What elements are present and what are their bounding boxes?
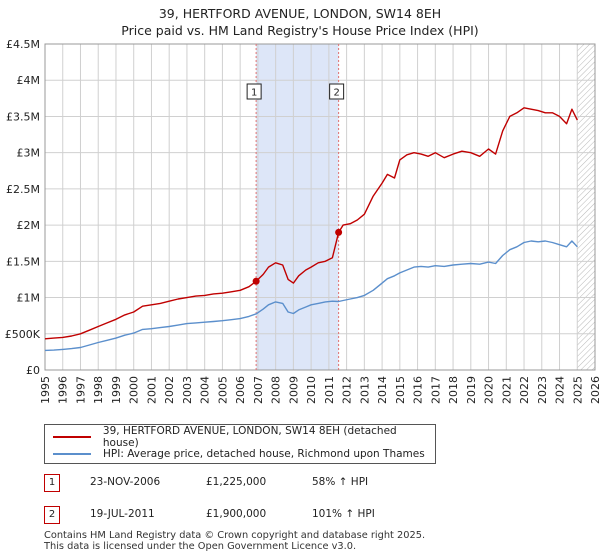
x-tick-label: 2025 — [571, 376, 584, 404]
legend-item-property: 39, HERTFORD AVENUE, LONDON, SW14 8EH (d… — [53, 425, 435, 449]
sale-price: £1,225,000 — [206, 476, 267, 488]
chart-title-line1: 39, HERTFORD AVENUE, LONDON, SW14 8EH — [158, 6, 442, 21]
hpi-line — [44, 240, 578, 352]
price-chart: £0 £500K £1M £1.5M £2M £2.5M £3M £3.5M £4M £4.5M 1… — [5, 38, 600, 404]
x-tick-label: 2021 — [500, 376, 513, 404]
forecast-hatched-region — [577, 44, 595, 370]
sale-hpi-change: 58% ↑ HPI — [312, 476, 369, 488]
y-tick-label: £0 — [26, 364, 40, 377]
x-tick-label: 2023 — [536, 376, 549, 404]
x-tick-label: 2004 — [199, 376, 212, 404]
legend-swatch-property — [53, 436, 91, 438]
legend: 39, HERTFORD AVENUE, LONDON, SW14 8EH (d… — [44, 424, 436, 464]
x-tick-label: 1996 — [57, 376, 70, 404]
y-tick-label: £2M — [17, 219, 41, 232]
x-tick-label: 2020 — [483, 376, 496, 404]
sale-point — [252, 277, 260, 285]
footer: Contains HM Land Registry data © Crown c… — [44, 530, 425, 552]
footer-licence: This data is licensed under the Open Gov… — [44, 541, 357, 552]
x-tick-label: 2012 — [341, 376, 354, 404]
sale-date: 19-JUL-2011 — [90, 508, 155, 520]
x-tick-label: 2026 — [589, 376, 600, 404]
sale-hpi-change: 101% ↑ HPI — [312, 508, 375, 520]
legend-label-hpi: HPI: Average price, detached house, Rich… — [103, 448, 425, 460]
sale-number-badge: 1 — [44, 474, 60, 492]
sale-date: 23-NOV-2006 — [90, 476, 161, 488]
x-tick-label: 2006 — [234, 376, 247, 404]
y-tick-label: £3M — [17, 147, 41, 160]
x-tick-label: 2015 — [394, 376, 407, 404]
sale-label-box — [246, 83, 262, 100]
y-tick-label: £1.5M — [6, 255, 40, 268]
x-tick-label: 1995 — [39, 376, 52, 404]
x-tick-label: 2008 — [270, 376, 283, 404]
x-tick-label: 2003 — [181, 376, 194, 404]
sale-row: 2 19-JUL-2011 £1,900,000 101% ↑ HPI — [44, 506, 584, 524]
y-tick-label: £2.5M — [6, 183, 40, 196]
property-price-line — [44, 107, 578, 340]
x-tick-label: 2002 — [163, 376, 176, 404]
x-tick-label: 2024 — [554, 376, 567, 404]
y-tick-label: £3.5M — [6, 110, 40, 123]
x-tick-label: 2013 — [358, 376, 371, 404]
sale-point — [335, 228, 343, 236]
x-tick-label: 1999 — [110, 376, 123, 404]
y-tick-label: £500K — [5, 328, 41, 341]
x-tick-label: 2014 — [376, 376, 389, 404]
x-tick-label: 2010 — [305, 376, 318, 404]
y-tick-label: £4.5M — [6, 38, 40, 51]
x-tick-label: 2019 — [465, 376, 478, 404]
sale-label-number: 1 — [251, 88, 257, 99]
x-tick-label: 1997 — [74, 376, 87, 404]
legend-swatch-hpi — [53, 453, 91, 455]
x-tick-label: 2011 — [323, 376, 336, 404]
x-tick-label: 2000 — [128, 376, 141, 404]
sale-period-shading — [256, 44, 339, 370]
legend-label-property: 39, HERTFORD AVENUE, LONDON, SW14 8EH (d… — [102, 425, 397, 449]
x-tick-label: 1998 — [92, 376, 105, 404]
x-tick-label: 2001 — [145, 376, 158, 404]
x-tick-label: 2017 — [429, 376, 442, 404]
sale-number-badge: 2 — [44, 506, 60, 524]
sale-price: £1,900,000 — [206, 508, 267, 520]
plot-frame — [44, 43, 596, 371]
legend-item-hpi: HPI: Average price, detached house, Rich… — [53, 446, 425, 462]
x-tick-label: 2016 — [412, 376, 425, 404]
y-tick-label: £1M — [17, 292, 41, 305]
x-tick-label: 2018 — [447, 376, 460, 404]
y-tick-label: £4M — [17, 74, 41, 87]
x-tick-label: 2022 — [518, 376, 531, 404]
sale-row: 1 23-NOV-2006 £1,225,000 58% ↑ HPI — [44, 474, 584, 492]
x-tick-label: 2005 — [216, 376, 229, 404]
x-tick-label: 2007 — [252, 376, 265, 404]
chart-title-line2: Price paid vs. HM Land Registry's House … — [121, 23, 479, 38]
sale-label-number: 2 — [333, 88, 339, 99]
x-tick-label: 2009 — [287, 376, 300, 404]
sale-label-box — [329, 83, 345, 100]
footer-copyright: Contains HM Land Registry data © Crown c… — [44, 530, 426, 541]
